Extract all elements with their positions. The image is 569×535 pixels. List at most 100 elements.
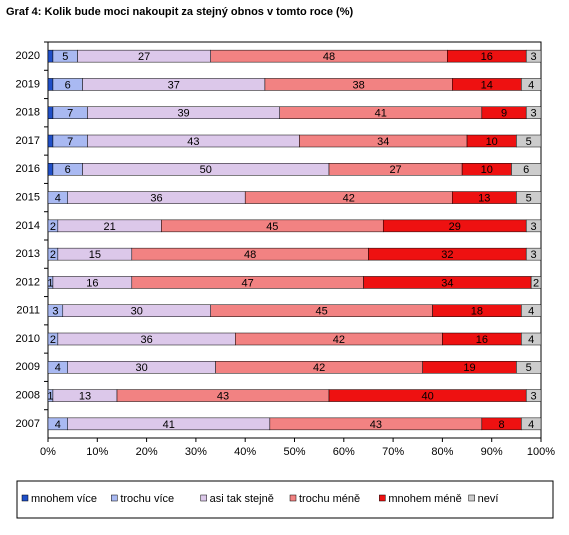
data-label: 1 <box>47 277 53 289</box>
data-label: 42 <box>333 334 345 346</box>
legend-label: asi tak stejně <box>210 493 274 505</box>
data-label: 4 <box>528 334 534 346</box>
y-tick-label: 2015 <box>16 191 40 203</box>
x-tick-label: 40% <box>234 446 256 458</box>
y-tick-label: 2019 <box>16 78 40 90</box>
data-label: 50 <box>200 164 212 176</box>
bar-segment <box>516 191 542 204</box>
data-label: 45 <box>315 306 327 318</box>
bar-segment <box>521 304 542 317</box>
y-tick-label: 2009 <box>16 361 40 373</box>
legend-label: trochu více <box>120 493 174 505</box>
data-label: 5 <box>526 192 532 204</box>
data-label: 1 <box>47 390 53 402</box>
legend-frame <box>16 480 554 519</box>
data-label: 4 <box>528 419 534 431</box>
bar-segment <box>525 389 542 402</box>
data-label: 10 <box>481 164 493 176</box>
bar-segment <box>525 106 542 119</box>
data-label: 32 <box>441 249 453 261</box>
data-label: 42 <box>343 192 355 204</box>
data-label: 2 <box>50 249 56 261</box>
legend-swatch <box>200 494 207 502</box>
data-label: 7 <box>67 108 73 120</box>
data-label: 43 <box>370 419 382 431</box>
data-label: 30 <box>131 306 143 318</box>
data-label: 16 <box>86 277 98 289</box>
data-label: 40 <box>421 390 433 402</box>
bar-segment <box>521 417 542 431</box>
bar-segment <box>521 78 542 91</box>
data-label: 34 <box>377 136 389 148</box>
legend-swatch <box>111 494 118 502</box>
bar-segment <box>47 106 54 119</box>
y-tick-label: 2007 <box>16 418 40 430</box>
y-tick-label: 2020 <box>16 50 40 62</box>
bar-segment <box>525 247 542 261</box>
data-label: 4 <box>528 79 534 91</box>
data-label: 6 <box>65 164 71 176</box>
x-tick-label: 10% <box>86 446 108 458</box>
data-label: 3 <box>531 221 537 233</box>
y-tick-label: 2016 <box>16 163 40 175</box>
legend-label: mnohem méně <box>388 493 461 505</box>
data-label: 2 <box>50 334 56 346</box>
x-tick-label: 80% <box>431 446 453 458</box>
data-label: 6 <box>523 164 529 176</box>
data-label: 9 <box>501 108 507 120</box>
data-label: 41 <box>375 108 387 120</box>
data-label: 3 <box>531 108 537 120</box>
y-tick-label: 2011 <box>16 305 40 317</box>
data-label: 4 <box>55 192 61 204</box>
legend-swatch <box>468 494 475 502</box>
legend-label: mnohem více <box>31 493 97 505</box>
data-label: 19 <box>463 362 475 374</box>
plot-frame <box>47 41 542 439</box>
bar-segment <box>47 49 54 63</box>
legend-swatch <box>379 494 386 502</box>
data-label: 16 <box>476 334 488 346</box>
data-label: 21 <box>104 221 116 233</box>
bar-segment <box>530 276 542 289</box>
data-label: 30 <box>136 362 148 374</box>
legend-label: neví <box>478 493 499 505</box>
data-label: 45 <box>266 221 278 233</box>
data-label: 15 <box>89 249 101 261</box>
data-label: 43 <box>217 390 229 402</box>
data-label: 6 <box>65 79 71 91</box>
data-label: 13 <box>79 390 91 402</box>
chart-title: Graf 4: Kolik bude moci nakoupit za stej… <box>6 6 353 18</box>
data-label: 4 <box>55 419 61 431</box>
x-tick-label: 50% <box>283 446 305 458</box>
data-label: 7 <box>67 136 73 148</box>
legend-swatch <box>289 494 297 502</box>
data-label: 29 <box>449 221 461 233</box>
data-label: 41 <box>163 419 175 431</box>
bar-segment <box>47 134 54 148</box>
data-label: 16 <box>481 51 493 63</box>
legend-label: trochu méně <box>299 493 360 505</box>
data-label: 36 <box>140 334 152 346</box>
data-label: 3 <box>531 51 537 63</box>
data-label: 47 <box>242 277 254 289</box>
bar-segment <box>525 219 542 233</box>
bar-segment <box>521 332 542 346</box>
y-tick-label: 2018 <box>16 107 40 119</box>
x-tick-label: 90% <box>481 446 503 458</box>
y-tick-label: 2008 <box>16 389 40 401</box>
data-label: 27 <box>138 51 150 63</box>
data-label: 2 <box>50 221 56 233</box>
x-tick-label: 30% <box>185 446 207 458</box>
x-tick-label: 60% <box>333 446 355 458</box>
data-label: 34 <box>441 277 453 289</box>
x-tick-label: 100% <box>527 446 555 458</box>
x-tick-label: 70% <box>382 446 404 458</box>
y-tick-label: 2013 <box>16 248 40 260</box>
data-label: 10 <box>486 136 498 148</box>
data-label: 39 <box>177 108 189 120</box>
bar-segment <box>511 163 542 176</box>
data-label: 14 <box>481 79 493 91</box>
y-tick-label: 2017 <box>16 135 40 147</box>
bar-segment <box>47 78 54 91</box>
